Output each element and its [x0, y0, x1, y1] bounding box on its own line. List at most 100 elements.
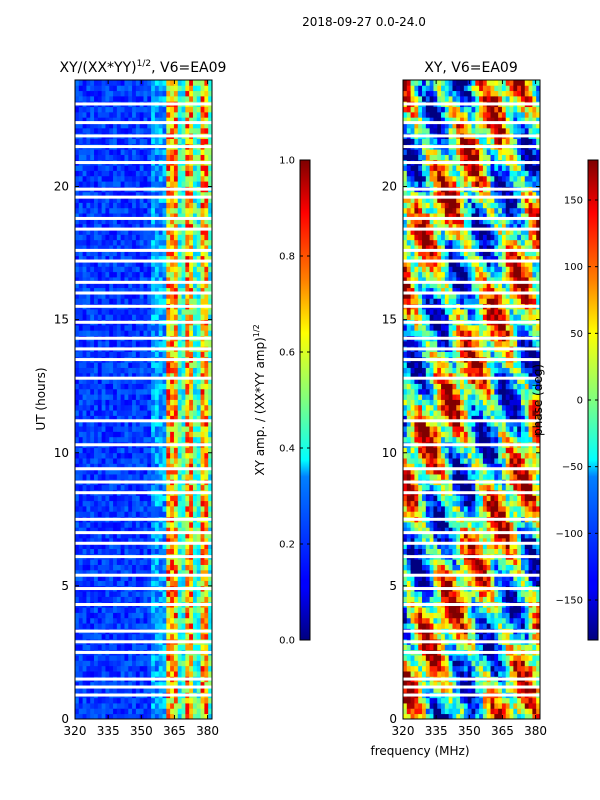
heatmap-cell	[158, 388, 163, 395]
heatmap-cell	[109, 687, 114, 693]
heatmap-cell	[116, 181, 122, 187]
heatmap-cell	[170, 378, 175, 384]
heatmap-cell	[82, 85, 87, 92]
heatmap-cell	[135, 298, 141, 305]
heatmap-cell	[414, 138, 419, 145]
heatmap-cell	[143, 90, 148, 97]
heatmap-cell	[86, 213, 91, 219]
heatmap-cell	[78, 500, 84, 507]
heatmap-cell	[410, 111, 415, 118]
heatmap-cell	[196, 687, 201, 693]
heatmap-cell	[154, 191, 160, 198]
heatmap-cell	[139, 633, 144, 640]
heatmap-cell	[418, 324, 423, 331]
heatmap-cell	[204, 298, 209, 305]
heatmap-cell	[200, 245, 205, 251]
colorbar-tick-label: 1.0	[279, 156, 295, 167]
heatmap-cell	[143, 85, 148, 92]
heatmap-cell	[116, 207, 122, 214]
heatmap-cell	[113, 367, 118, 374]
heatmap-cell	[132, 612, 137, 619]
heatmap-cell	[185, 596, 190, 603]
heatmap-cell	[406, 213, 412, 219]
heatmap-cell	[204, 596, 209, 603]
heatmap-cell	[78, 399, 84, 406]
heatmap-cell	[410, 426, 415, 432]
heatmap-cell	[90, 521, 95, 528]
heatmap-cell	[403, 388, 408, 395]
heatmap-cell	[120, 234, 125, 241]
heatmap-cell	[90, 117, 95, 123]
heatmap-cell	[154, 255, 160, 262]
heatmap-cell	[143, 569, 148, 576]
heatmap-cell	[162, 149, 167, 155]
heatmap-cell	[90, 484, 95, 491]
heatmap-cell	[75, 404, 80, 411]
heatmap-cell	[189, 207, 194, 214]
heatmap-cell	[109, 431, 114, 438]
heatmap-cell	[97, 282, 103, 289]
heatmap-cell	[189, 580, 194, 587]
heatmap-cell	[154, 458, 160, 464]
heatmap-cell	[200, 340, 205, 347]
heatmap-cell	[151, 708, 156, 715]
heatmap-cell	[86, 351, 91, 358]
heatmap-cell	[414, 351, 419, 358]
heatmap-cell	[97, 537, 103, 544]
heatmap-cell	[151, 500, 156, 507]
heatmap-cell	[166, 223, 171, 230]
heatmap-cell	[414, 165, 419, 171]
heatmap-cell	[82, 239, 87, 246]
heatmap-cell	[90, 218, 95, 225]
heatmap-cell	[403, 298, 408, 305]
heatmap-cell	[154, 500, 160, 507]
heatmap-cell	[78, 607, 84, 613]
heatmap-cell	[403, 149, 408, 155]
heatmap-cell	[120, 660, 125, 667]
heatmap-cell	[143, 234, 148, 241]
heatmap-cell	[196, 671, 201, 677]
heatmap-cell	[151, 271, 156, 278]
heatmap-cell	[147, 463, 152, 470]
heatmap-cell	[75, 175, 80, 182]
heatmap-cell	[97, 308, 103, 315]
heatmap-cell	[90, 181, 95, 187]
heatmap-cell	[204, 330, 209, 336]
heatmap-cell	[147, 362, 152, 368]
heatmap-cell	[128, 420, 133, 427]
heatmap-cell	[128, 181, 133, 187]
heatmap-cell	[109, 644, 114, 651]
heatmap-cell	[128, 532, 133, 539]
heatmap-cell	[78, 495, 84, 502]
heatmap-cell	[181, 95, 186, 102]
heatmap-cell	[177, 191, 182, 198]
heatmap-cell	[151, 543, 156, 549]
heatmap-cell	[120, 351, 125, 358]
heatmap-cell	[135, 293, 141, 299]
heatmap-cell	[208, 154, 212, 161]
heatmap-cell	[116, 250, 122, 257]
heatmap-cell	[116, 404, 122, 411]
heatmap-cell	[128, 623, 133, 629]
heatmap-cell	[109, 308, 114, 315]
heatmap-cell	[94, 703, 99, 709]
heatmap-cell	[132, 95, 137, 102]
heatmap-cell	[170, 415, 175, 422]
heatmap-cell	[82, 426, 87, 432]
heatmap-cell	[185, 106, 190, 113]
heatmap-cell	[170, 506, 175, 512]
heatmap-cell	[86, 410, 91, 416]
heatmap-cell	[189, 665, 194, 672]
heatmap-cell	[162, 191, 167, 198]
heatmap-cell	[151, 266, 156, 273]
heatmap-cell	[162, 394, 167, 400]
heatmap-cell	[204, 229, 209, 235]
heatmap-cell	[173, 394, 179, 400]
heatmap-cell	[204, 697, 209, 704]
heatmap-cell	[120, 633, 125, 640]
heatmap-cell	[116, 697, 122, 704]
heatmap-cell	[196, 138, 201, 145]
heatmap-cell	[204, 569, 209, 576]
heatmap-cell	[410, 122, 415, 129]
heatmap-cell	[414, 85, 419, 92]
